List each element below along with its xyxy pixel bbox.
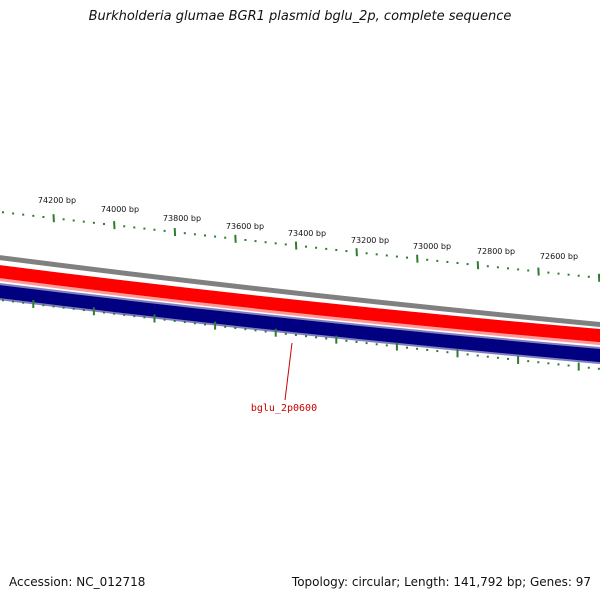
- scale-label: 73000 bp: [413, 242, 451, 251]
- forward-track: [0, 265, 600, 345]
- gene-label-bglu-2p0600: bglu_2p0600: [251, 403, 317, 414]
- outer-ring: [0, 255, 600, 328]
- reverse-track: [0, 285, 600, 363]
- gene-pointer-line: [284, 342, 293, 401]
- scale-label: 74000 bp: [101, 205, 139, 214]
- scale-label: 72600 bp: [540, 252, 578, 261]
- forward-track-highlight: [0, 278, 600, 346]
- inner-scale: [2, 299, 600, 371]
- outer-scale: 74200 bp 74000 bp 73800 bp 73600 bp 73400 bp…: [2, 196, 600, 282]
- scale-label: 73600 bp: [226, 222, 264, 231]
- accession-text: Accession: NC_012718: [9, 575, 146, 589]
- scale-label: 74200 bp: [38, 196, 76, 205]
- scale-label: 73200 bp: [351, 236, 389, 245]
- scale-label: 72800 bp: [477, 247, 515, 256]
- scale-label: 73400 bp: [288, 229, 326, 238]
- scale-label: 73800 bp: [163, 214, 201, 223]
- summary-text: Topology: circular; Length: 141,792 bp; …: [291, 575, 591, 589]
- map-title: Burkholderia glumae BGR1 plasmid bglu_2p…: [88, 9, 512, 24]
